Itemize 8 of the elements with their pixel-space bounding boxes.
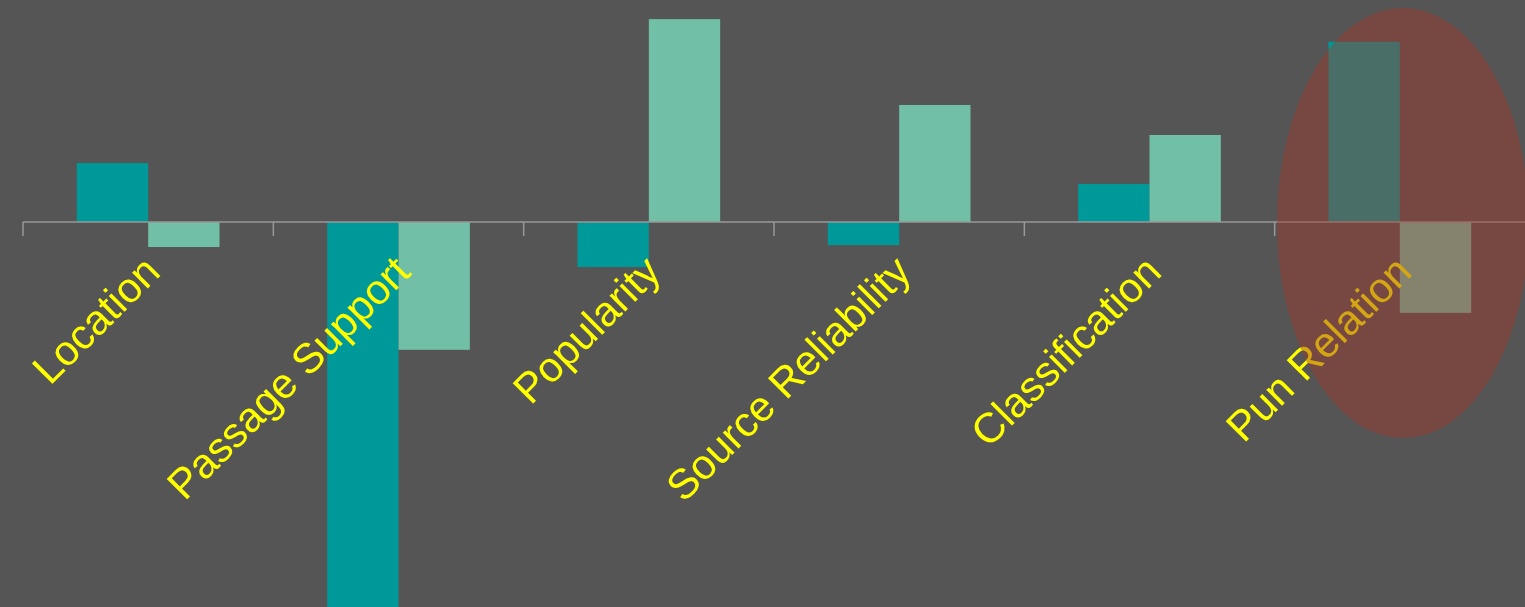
bar — [1149, 134, 1221, 222]
bar — [76, 163, 149, 222]
bar — [827, 222, 900, 246]
bar — [648, 19, 721, 222]
bar — [1328, 41, 1400, 222]
bar — [148, 222, 220, 248]
bar — [1078, 183, 1150, 222]
bar — [899, 104, 971, 222]
